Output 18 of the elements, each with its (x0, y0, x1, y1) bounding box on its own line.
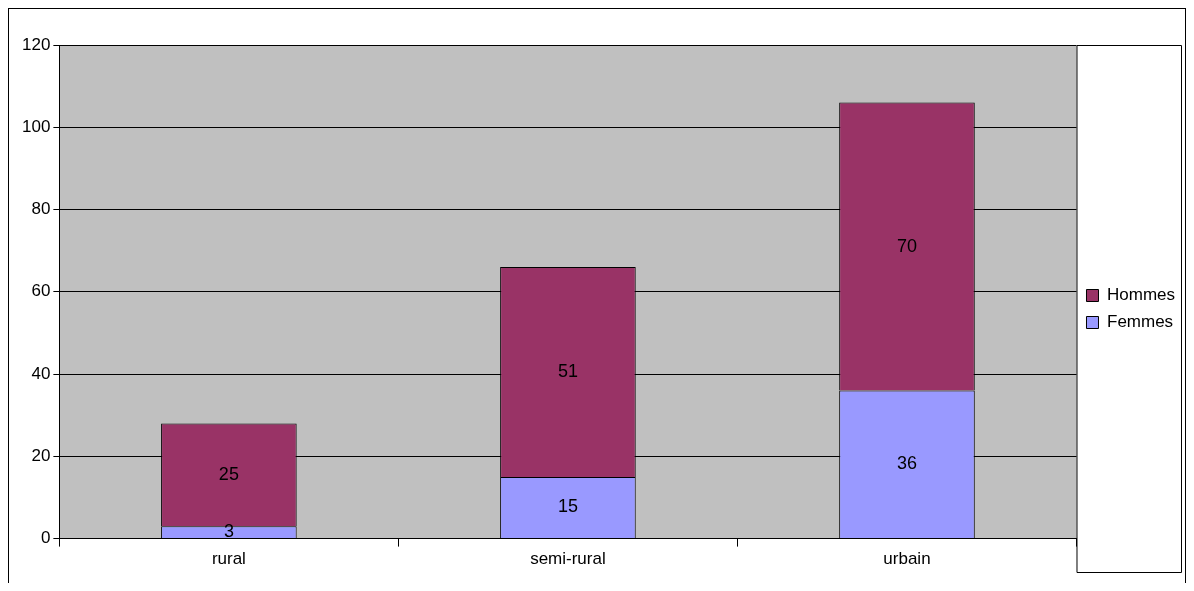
data-label: 51 (557, 360, 578, 381)
y-tick-label: 120 (21, 34, 51, 54)
y-tick-label: 40 (31, 363, 51, 383)
x-tick-label: rural (211, 549, 246, 569)
y-tick-label: 60 (31, 281, 51, 301)
data-label: 25 (218, 463, 239, 484)
x-tick-label: urbain (883, 549, 931, 569)
data-label: 36 (896, 453, 917, 474)
data-label: 70 (896, 235, 917, 256)
y-tick-label: 100 (21, 116, 51, 136)
legend-label: Hommes (1106, 285, 1176, 305)
x-tick-label: semi-rural (530, 549, 606, 569)
legend-label: Femmes (1106, 312, 1174, 332)
data-label: 3 (223, 521, 234, 542)
data-label: 15 (557, 496, 578, 517)
y-tick-label: 0 (40, 528, 51, 548)
y-tick-label: 20 (31, 446, 51, 466)
y-tick-label: 80 (31, 199, 51, 219)
